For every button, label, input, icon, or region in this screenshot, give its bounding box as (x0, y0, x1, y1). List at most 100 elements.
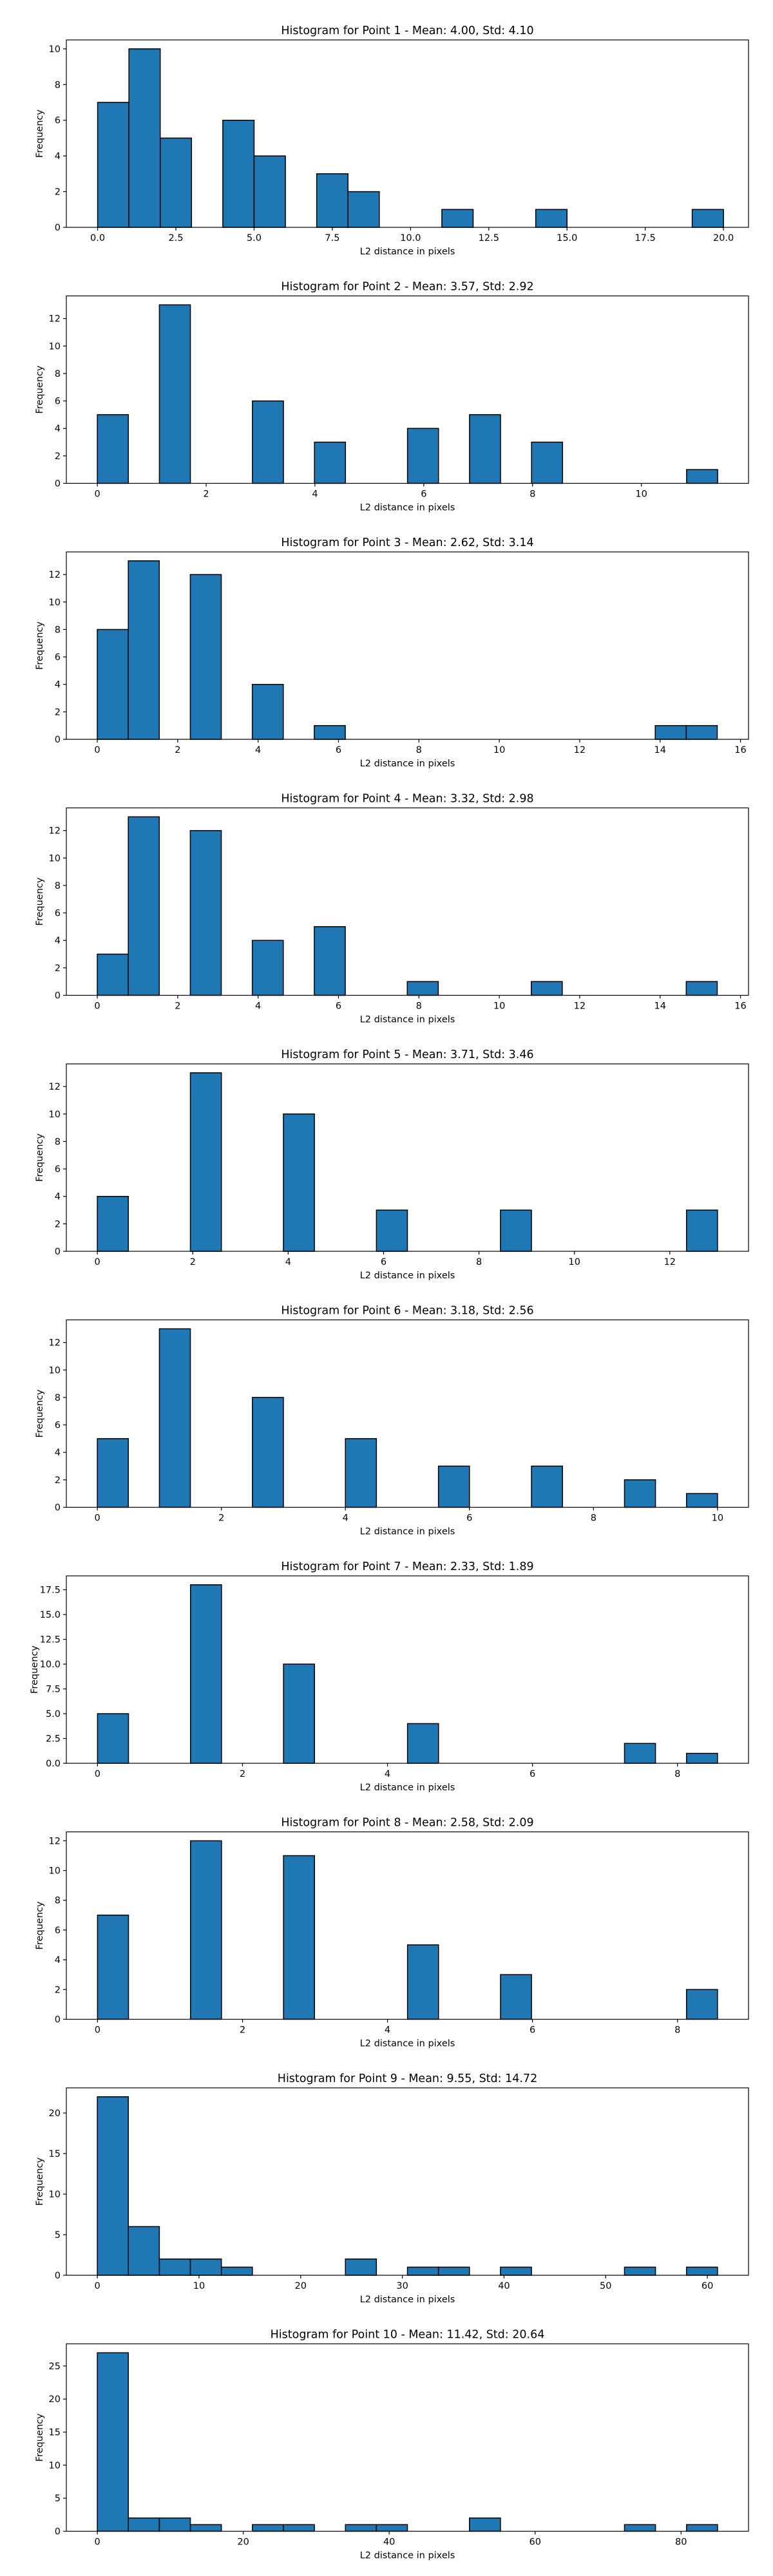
x-tick-label: 0 (95, 1769, 100, 1779)
y-tick-label: 6 (55, 116, 61, 126)
y-axis-label: Frequency (35, 2413, 45, 2461)
histogram-bar (685, 2266, 718, 2276)
histogram-panel-3: Histogram for Point 3 - Mean: 2.62, Std:… (35, 536, 749, 769)
histogram-bar (406, 1944, 439, 2020)
histogram-bar (97, 102, 129, 228)
y-tick-label: 20 (49, 2108, 61, 2119)
x-tick-label: 2.5 (168, 233, 183, 243)
histogram-bar (686, 469, 718, 484)
histogram-bar (469, 2517, 501, 2532)
y-tick-label: 25 (49, 2362, 61, 2372)
histogram-bar (189, 829, 222, 996)
y-tick-label: 6 (55, 397, 61, 407)
histogram-bar (97, 953, 129, 996)
histogram-bar (97, 2352, 129, 2532)
x-tick-label: 0 (95, 2025, 100, 2036)
x-tick-label: 4 (285, 1257, 291, 1267)
histogram-bar (347, 191, 380, 228)
histogram-bar (500, 1974, 532, 2020)
y-tick-label: 12 (49, 1836, 61, 1846)
histogram-bar (685, 724, 718, 740)
y-tick-label: 0 (55, 2527, 61, 2537)
y-tick-label: 12 (49, 1338, 61, 1349)
y-tick-label: 6 (55, 1421, 61, 1431)
x-tick-label: 12 (664, 1257, 676, 1267)
y-tick-label: 8 (55, 1137, 61, 1147)
histogram-bar (685, 1493, 718, 1508)
histogram-bar (654, 724, 687, 740)
x-axis-label: L2 distance in pixels (360, 1271, 455, 1281)
y-tick-label: 15.0 (40, 1610, 61, 1620)
x-axis-label: L2 distance in pixels (360, 1527, 455, 1537)
histogram-bar (531, 441, 564, 484)
x-tick-label: 20 (295, 2281, 307, 2291)
x-tick-label: 10 (635, 489, 647, 500)
x-tick-label: 8 (476, 1257, 482, 1267)
histogram-bar (406, 1723, 439, 1764)
x-tick-label: 40 (498, 2281, 510, 2291)
histogram-bar (685, 981, 718, 996)
y-tick-label: 12 (49, 826, 61, 837)
x-tick-label: 6 (421, 489, 426, 500)
y-tick-label: 6 (55, 1926, 61, 1936)
histogram-bar (189, 2259, 222, 2276)
x-tick-label: 10 (493, 1001, 505, 1012)
histogram-bar (685, 2524, 718, 2532)
y-tick-label: 12 (49, 314, 61, 325)
chart-title: Histogram for Point 5 - Mean: 3.71, Std:… (281, 1048, 533, 1061)
chart-title: Histogram for Point 8 - Mean: 2.58, Std:… (281, 1817, 533, 1830)
histogram-bar (624, 2524, 656, 2532)
x-tick-label: 2 (240, 1769, 245, 1779)
x-axis-label: L2 distance in pixels (360, 2039, 455, 2049)
y-tick-label: 20 (49, 2394, 61, 2405)
y-tick-label: 4 (55, 1192, 61, 1202)
histogram-bar (253, 155, 286, 228)
x-tick-label: 15.0 (557, 233, 577, 243)
x-axis-label: L2 distance in pixels (360, 1783, 455, 1793)
y-axis-label: Frequency (35, 365, 45, 413)
x-tick-label: 2 (203, 489, 209, 500)
x-tick-label: 16 (734, 1001, 746, 1012)
histogram-bar (469, 414, 501, 484)
histogram-bar (252, 1397, 284, 1508)
x-tick-label: 0.0 (90, 233, 105, 243)
x-tick-label: 0 (95, 1257, 100, 1267)
y-tick-label: 10 (49, 1110, 61, 1120)
y-axis-label: Frequency (35, 877, 45, 925)
histogram-bar (314, 724, 346, 740)
histogram-bar (189, 1072, 222, 1252)
histogram-bar (316, 173, 348, 228)
x-tick-label: 8 (416, 745, 422, 755)
x-tick-label: 8 (530, 489, 535, 500)
histogram-bar (283, 1113, 315, 1252)
histogram-panel-8: Histogram for Point 8 - Mean: 2.58, Std:… (35, 1817, 749, 2049)
histogram-bar (128, 560, 160, 740)
y-tick-label: 12 (49, 1082, 61, 1092)
y-tick-label: 6 (55, 1164, 61, 1175)
x-tick-label: 2 (218, 1513, 224, 1524)
histogram-bar (530, 981, 563, 996)
plot-frame (66, 2343, 749, 2532)
histogram-panel-6: Histogram for Point 6 - Mean: 3.18, Std:… (35, 1305, 749, 1537)
x-tick-label: 80 (675, 2537, 687, 2548)
histogram-bar (97, 414, 129, 484)
y-tick-label: 0 (55, 991, 61, 1001)
x-tick-label: 6 (530, 2025, 535, 2036)
x-tick-label: 6 (530, 1769, 535, 1779)
chart-title: Histogram for Point 1 - Mean: 4.00, Std:… (281, 24, 533, 37)
x-tick-label: 60 (701, 2281, 713, 2291)
plot-frame (66, 1319, 749, 1508)
plot-frame (66, 2087, 749, 2276)
histogram-bar (189, 2524, 222, 2532)
x-tick-label: 16 (734, 745, 746, 755)
x-tick-label: 4 (385, 2025, 390, 2036)
histogram-bar (252, 2524, 284, 2532)
y-tick-label: 15 (49, 2149, 61, 2159)
x-tick-label: 2 (240, 2025, 245, 2036)
y-tick-label: 8 (55, 369, 61, 379)
y-tick-label: 0 (55, 735, 61, 745)
histogram-bar (97, 629, 129, 740)
histogram-panel-4: Histogram for Point 4 - Mean: 3.32, Std:… (35, 793, 749, 1025)
chart-title: Histogram for Point 6 - Mean: 3.18, Std:… (281, 1305, 533, 1318)
